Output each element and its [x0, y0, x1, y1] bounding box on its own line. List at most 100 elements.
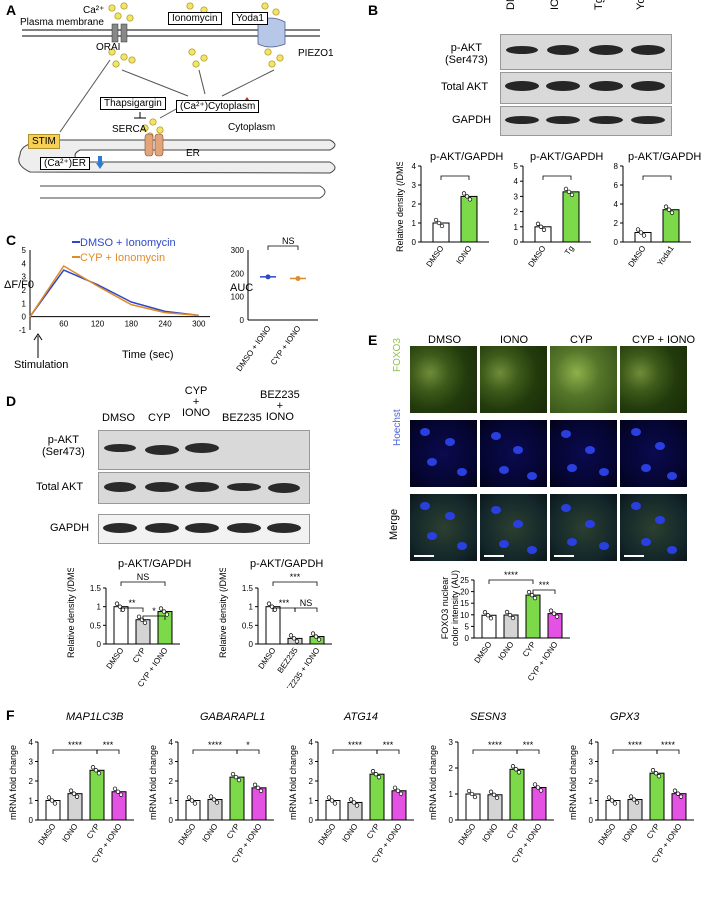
- significance-bracket: [612, 749, 658, 754]
- y-tick-label: 3: [412, 181, 417, 190]
- category-label: IONO: [497, 640, 516, 662]
- category-label: IONO: [341, 822, 360, 844]
- data-point: [529, 592, 535, 598]
- y-tick-label: 0: [169, 816, 174, 825]
- y-tick-label: 4: [514, 177, 519, 186]
- y-tick-label: 1.5: [90, 584, 102, 593]
- y-tick-label: 2: [514, 208, 519, 217]
- bar: [265, 606, 281, 645]
- e-row-foxo3: FOXO3: [392, 338, 403, 372]
- b-ylabel: Relative density (/DMSO): [395, 162, 405, 252]
- thapsigargin-box: Thapsigargin: [100, 97, 166, 110]
- b-chart2-title: p-AKT/GAPDH: [530, 151, 604, 163]
- bar: [460, 195, 478, 243]
- significance-label: ****: [208, 740, 223, 750]
- significance-bracket: [272, 581, 318, 586]
- data-point: [472, 794, 478, 800]
- data-point: [192, 801, 198, 806]
- data-point: [548, 608, 554, 613]
- e-img-hoechst-cyp: [550, 420, 617, 487]
- y-tick-label: 15: [460, 599, 469, 608]
- d-chart2-title: p-AKT/GAPDH: [250, 558, 324, 570]
- y-tick-label: 2: [412, 200, 417, 209]
- bar: [89, 769, 105, 821]
- y-tick-label: 0: [514, 238, 519, 247]
- e-col-cyp-iono: CYP + IONO: [632, 334, 696, 346]
- significance-label: NS: [137, 572, 150, 582]
- c-auc-ylabel: AUC: [230, 282, 254, 294]
- c-stimulation-arrow: [33, 333, 43, 358]
- data-point: [507, 612, 513, 618]
- d-row-totalakt: Total AKT: [36, 481, 84, 493]
- ca-down-arrow: [96, 156, 104, 169]
- y-tick-label: 0: [309, 816, 314, 825]
- bar: [671, 793, 687, 821]
- data-point: [467, 197, 473, 202]
- category-label: CYP: [505, 822, 522, 841]
- data-point: [535, 221, 541, 226]
- e-nuclei: [420, 428, 677, 554]
- category-label: CYP: [645, 822, 662, 841]
- significance-bracket: [542, 175, 572, 180]
- e-col-cyp: CYP: [570, 334, 593, 346]
- bar: [562, 191, 580, 243]
- c-timecourse-chart: -1 0 1 2 3 4 5 60 120 180 240 300 0 100 200 300 DMSO + I…: [19, 241, 318, 373]
- significance-label: ***: [383, 740, 394, 750]
- c-y-tick-label: 5: [22, 246, 27, 255]
- c-series-line: [29, 269, 199, 318]
- data-point: [294, 639, 300, 644]
- e-scalebar-1: [414, 555, 434, 557]
- data-point: [612, 801, 618, 806]
- data-point: [638, 230, 644, 235]
- panel-d-letter: D: [6, 393, 17, 409]
- y-tick-label: 0.5: [242, 621, 254, 630]
- c-x-tick-label: 300: [192, 320, 206, 329]
- data-point: [469, 791, 475, 797]
- category-label: DMSO: [425, 244, 446, 269]
- data-point: [436, 220, 442, 226]
- y-tick-label: 0: [614, 238, 619, 247]
- f-gene-3: SESN3: [470, 711, 507, 723]
- c-xlabel: Time (sec): [122, 349, 174, 361]
- category-label: DMSO: [457, 822, 478, 847]
- data-point: [186, 795, 192, 800]
- data-point: [233, 774, 239, 780]
- y-tick-label: 0: [249, 640, 254, 649]
- y-tick-label: 4: [412, 162, 417, 171]
- e-img-merge-cyp: [550, 494, 617, 561]
- significance-bracket: [294, 607, 318, 612]
- data-point: [236, 777, 242, 783]
- y-tick-label: 4: [29, 738, 34, 747]
- data-point: [313, 634, 319, 639]
- data-point: [466, 788, 472, 794]
- data-point: [675, 791, 681, 796]
- data-point: [516, 770, 522, 775]
- data-point: [189, 798, 195, 803]
- y-tick-label: 1: [97, 603, 102, 612]
- bar: [113, 606, 129, 645]
- category-label: CYP: [521, 640, 538, 659]
- category-label: DMSO: [527, 244, 548, 269]
- bar: [525, 594, 541, 639]
- category-label: DMSO: [317, 822, 338, 847]
- data-point: [669, 210, 675, 215]
- piezo1-label: PIEZO1: [298, 48, 334, 59]
- data-point: [551, 611, 557, 616]
- y-tick-label: 0: [589, 816, 594, 825]
- data-point: [569, 192, 575, 197]
- auc-y-tick-label: 200: [231, 269, 245, 278]
- data-point: [663, 204, 669, 209]
- y-tick-label: 1: [412, 219, 417, 228]
- data-point: [488, 789, 494, 794]
- c-x-tick-label: 180: [125, 320, 139, 329]
- data-point: [161, 609, 167, 614]
- significance-label: NS: [300, 598, 313, 608]
- significance-label: ****: [628, 740, 643, 750]
- significance-bracket: [532, 589, 556, 594]
- y-tick-label: 3: [169, 758, 174, 767]
- f-ylabel: mRNA fold change: [568, 745, 578, 820]
- y-tick-label: 25: [460, 576, 469, 585]
- data-point: [566, 189, 572, 194]
- auc-y-tick-label: 300: [231, 246, 245, 255]
- y-tick-label: 1: [249, 603, 254, 612]
